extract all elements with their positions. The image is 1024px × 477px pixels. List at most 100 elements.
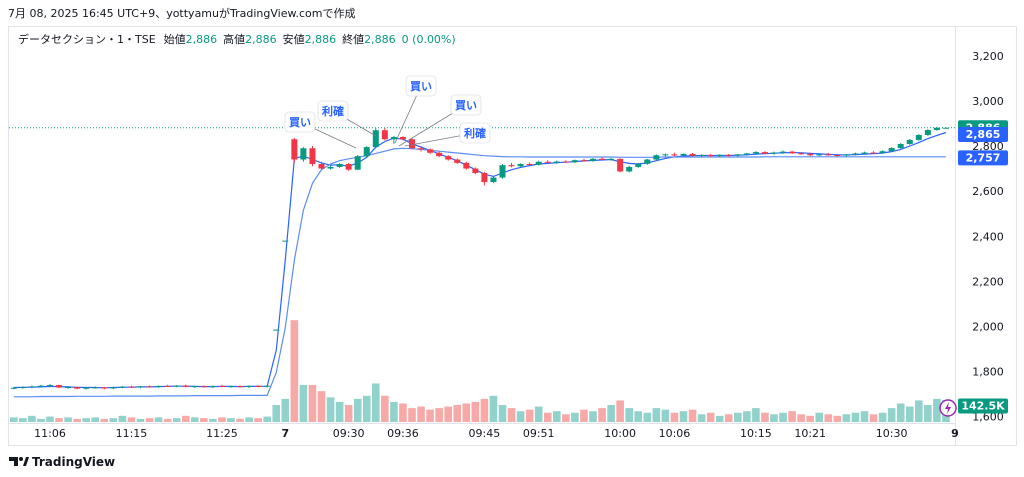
candle-body — [725, 154, 732, 156]
volume-bar — [824, 414, 833, 422]
candle-body — [807, 153, 814, 156]
candle-body — [28, 386, 35, 388]
callout-box — [284, 111, 316, 133]
volume-bar — [118, 415, 127, 422]
candle-body — [698, 155, 705, 157]
candle-body — [553, 161, 560, 163]
volume-bar — [317, 391, 326, 422]
volume-bar — [616, 400, 624, 422]
y-tick-label: 3,000 — [972, 95, 1004, 108]
candle-body — [372, 130, 379, 148]
volume-bar — [815, 412, 824, 422]
volume-bar — [924, 405, 932, 422]
volume-bar — [181, 415, 190, 422]
candle-body — [825, 154, 832, 156]
candle-body — [92, 387, 99, 389]
volume-bar — [435, 408, 443, 422]
volume-bar — [806, 415, 814, 422]
candle-body — [209, 385, 216, 388]
volume-bar — [417, 406, 425, 422]
callout-text: 利確 — [322, 104, 344, 118]
callout-text: 買い — [455, 99, 477, 112]
y-tick-label: 3,200 — [972, 50, 1004, 63]
candle-body — [300, 148, 307, 160]
volume-bar — [770, 414, 778, 422]
candle-body — [635, 163, 642, 167]
y-tick-label: 2,400 — [972, 230, 1004, 243]
volume-bar — [254, 418, 262, 422]
candle-body — [662, 154, 669, 156]
volume-bar — [580, 409, 588, 422]
brand: TradingView — [32, 455, 116, 469]
volume-bar — [353, 398, 362, 422]
candle-body — [671, 154, 678, 156]
candle-body — [255, 385, 262, 387]
candle-body — [56, 385, 63, 388]
field-value: 2,886 — [245, 33, 277, 46]
volume-bar — [589, 411, 597, 422]
candle-body — [771, 152, 777, 154]
candle-body — [101, 387, 108, 389]
volume-bar — [73, 418, 81, 422]
callout-text: 買い — [410, 80, 432, 93]
volume-bar — [724, 414, 733, 422]
candle-body — [716, 154, 723, 157]
field-value: 2,886 — [185, 33, 218, 46]
volume-bar — [37, 418, 45, 422]
volume-bar — [752, 408, 760, 422]
volume-bar — [516, 411, 525, 422]
candle-body — [218, 385, 225, 387]
price-label: 2,757 — [966, 151, 1001, 164]
volume-bar — [308, 384, 317, 422]
candle-body — [436, 152, 443, 157]
volume-bar — [191, 417, 199, 422]
candle-body — [409, 139, 415, 149]
caption: 7月 08, 2025 16:45 UTC+9、yottyamuがTrading… — [8, 7, 356, 20]
volume-bar — [525, 409, 534, 422]
chart-frame — [8, 26, 1017, 446]
candle-body — [282, 240, 289, 242]
x-tick-label: 11:15 — [116, 427, 148, 440]
volume-bar — [553, 411, 561, 422]
volume-bar — [236, 418, 244, 422]
volume-bar — [498, 405, 507, 422]
volume-bar — [218, 417, 226, 422]
volume-bar — [399, 403, 407, 422]
candle-body — [309, 148, 316, 165]
candle-body — [861, 152, 868, 154]
candle-body — [590, 158, 596, 162]
callout-box — [405, 75, 437, 97]
candle-body — [888, 148, 895, 152]
candle-body — [110, 387, 117, 389]
field-label: 安値 — [282, 33, 305, 46]
price-label-bg — [958, 126, 1008, 142]
x-tick-label: 11:25 — [206, 427, 238, 440]
candle-body — [571, 160, 578, 163]
candle-body — [897, 143, 904, 149]
volume-bar — [534, 406, 543, 422]
field-label: 始値 — [163, 33, 186, 46]
volume-label: 142.5K — [961, 400, 1005, 413]
candle-body — [381, 130, 388, 140]
candle-body — [137, 386, 144, 388]
volume-bar — [245, 417, 253, 422]
candle-body — [490, 177, 497, 183]
volume-bar — [743, 411, 751, 422]
candle-body — [870, 152, 877, 154]
x-tick-label: 10:06 — [659, 427, 691, 440]
candle-body — [83, 387, 90, 389]
candle-body — [228, 386, 234, 388]
callout-box — [450, 94, 482, 116]
volume-bar — [851, 412, 860, 422]
candle-body — [680, 153, 687, 156]
volume-bar — [28, 415, 36, 422]
volume-bar — [715, 415, 724, 422]
x-tick-label: 10:15 — [740, 427, 772, 440]
volume-bar — [136, 418, 145, 422]
volume-bar — [272, 405, 281, 422]
candle-body — [535, 161, 542, 165]
candle-body — [906, 139, 913, 144]
volume-bar — [100, 418, 109, 422]
candle-body — [418, 148, 425, 150]
